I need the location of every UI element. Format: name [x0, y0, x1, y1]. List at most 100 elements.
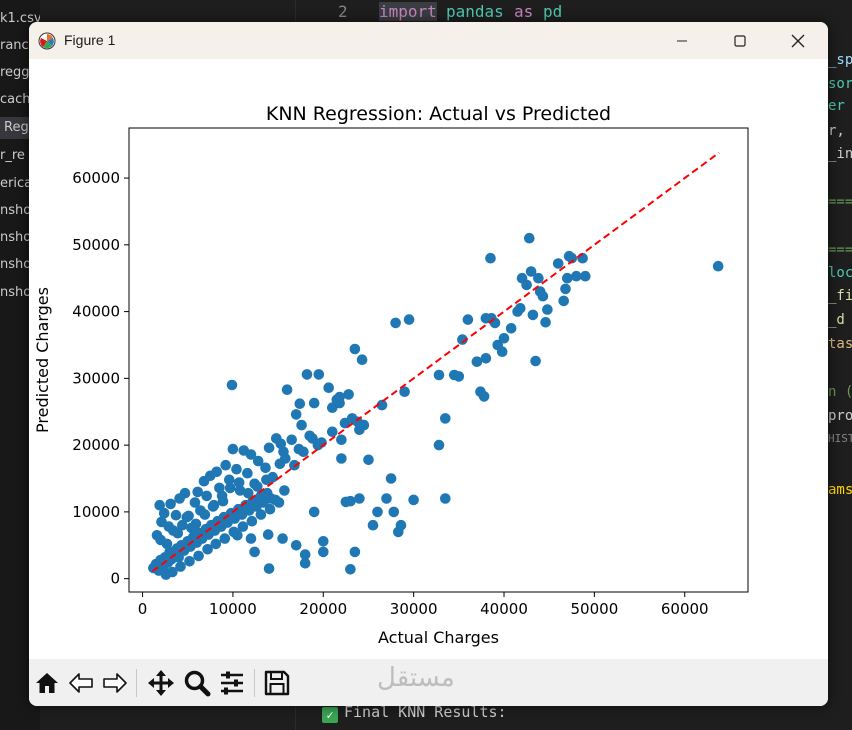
data-point: [301, 369, 313, 380]
data-point: [233, 477, 245, 488]
data-point: [202, 544, 213, 555]
data-point: [219, 533, 231, 544]
scatter-chart[interactable]: KNN Regression: Actual vs Predicted 0 1000…: [29, 59, 828, 659]
data-point: [345, 495, 356, 507]
data-point: [270, 494, 281, 506]
data-point: [712, 260, 724, 272]
data-point: [313, 369, 325, 380]
toolbar-divider: [254, 669, 255, 697]
configure-button[interactable]: [216, 667, 248, 699]
data-point: [201, 490, 212, 502]
data-point: [245, 449, 257, 460]
data-point: [515, 303, 526, 314]
code-fragment: _d: [828, 312, 845, 328]
x-tick-label: 60000: [661, 600, 709, 618]
data-point: [193, 550, 204, 562]
data-point: [224, 474, 235, 486]
data-point: [224, 482, 236, 494]
sidebar-item[interactable]: nsho: [0, 203, 32, 218]
data-point: [367, 519, 379, 531]
data-point: [318, 546, 329, 558]
sidebar-item[interactable]: regg: [0, 65, 30, 80]
data-point: [246, 515, 258, 527]
close-button[interactable]: [769, 22, 827, 59]
data-point: [208, 499, 220, 511]
data-point: [462, 314, 474, 325]
data-point: [220, 459, 231, 471]
reference-line: [151, 151, 720, 573]
minimize-button[interactable]: [653, 22, 711, 59]
data-point: [279, 485, 290, 496]
data-point: [280, 453, 291, 464]
data-point: [199, 509, 211, 520]
axes-frame: [128, 127, 749, 593]
code-keyword: import: [379, 2, 437, 21]
data-point: [537, 290, 549, 302]
y-tick-label: 40000: [72, 303, 120, 321]
data-point: [289, 459, 300, 471]
data-point: [214, 482, 225, 494]
forward-button[interactable]: [99, 667, 131, 699]
data-point: [245, 533, 257, 544]
code-as: as: [514, 2, 534, 21]
data-point: [277, 533, 288, 544]
save-icon: [264, 670, 290, 696]
back-button[interactable]: [65, 667, 97, 699]
maximize-button[interactable]: [711, 22, 769, 59]
zoom-button[interactable]: [181, 667, 213, 699]
code-fragment: _sp: [828, 52, 852, 68]
sidebar-item[interactable]: nsho: [0, 257, 32, 272]
data-point: [158, 507, 170, 519]
y-tick-label: 60000: [72, 169, 120, 187]
data-point: [227, 443, 239, 455]
data-point: [231, 463, 242, 475]
sidebar-item[interactable]: nsho: [0, 230, 32, 245]
close-icon: [791, 34, 805, 47]
check-icon: ✓: [322, 707, 338, 723]
data-point: [216, 490, 228, 502]
data-point: [299, 558, 311, 569]
code-fragment: _in: [828, 146, 852, 162]
data-point: [385, 473, 397, 484]
data-point: [345, 564, 356, 575]
data-point: [540, 317, 551, 328]
data-point: [571, 270, 582, 282]
save-button[interactable]: [261, 667, 293, 699]
terminal-text: Final KNN Results:: [344, 703, 507, 721]
data-point: [260, 462, 271, 474]
sidebar-item[interactable]: nsho: [0, 285, 32, 300]
data-point: [234, 485, 246, 496]
data-point: [334, 391, 345, 403]
code-fragment: ===: [828, 242, 852, 258]
code-fragment: r, m: [828, 123, 852, 139]
line-number: 2: [338, 2, 348, 21]
code-fragment: er: [828, 98, 845, 114]
home-button[interactable]: [31, 667, 63, 699]
sidebar-item[interactable]: r_re: [0, 148, 25, 163]
data-point: [154, 499, 165, 511]
plot-area[interactable]: KNN Regression: Actual vs Predicted 0 1000…: [29, 59, 828, 659]
data-point: [433, 439, 445, 451]
data-point: [262, 529, 274, 540]
sidebar-item[interactable]: ranc: [0, 38, 29, 53]
navigation-toolbar: مستقل: [29, 659, 828, 706]
data-point: [275, 438, 287, 450]
title-bar[interactable]: Figure 1: [29, 22, 828, 59]
data-point: [390, 317, 401, 329]
data-point: [363, 454, 374, 466]
zoom-icon: [184, 670, 211, 697]
data-point: [172, 527, 184, 539]
y-tick-label: 30000: [72, 369, 120, 387]
data-point: [496, 346, 508, 358]
pan-button[interactable]: [145, 667, 177, 699]
data-point: [336, 434, 347, 446]
data-point: [192, 486, 203, 498]
sidebar-item[interactable]: cach: [0, 92, 31, 107]
data-point: [354, 424, 365, 436]
sidebar-item[interactable]: erica: [0, 176, 33, 191]
data-point: [237, 521, 249, 532]
code-fragment: loc: [828, 265, 852, 281]
pan-icon: [148, 670, 174, 696]
data-point: [155, 534, 166, 546]
data-point: [485, 252, 496, 264]
